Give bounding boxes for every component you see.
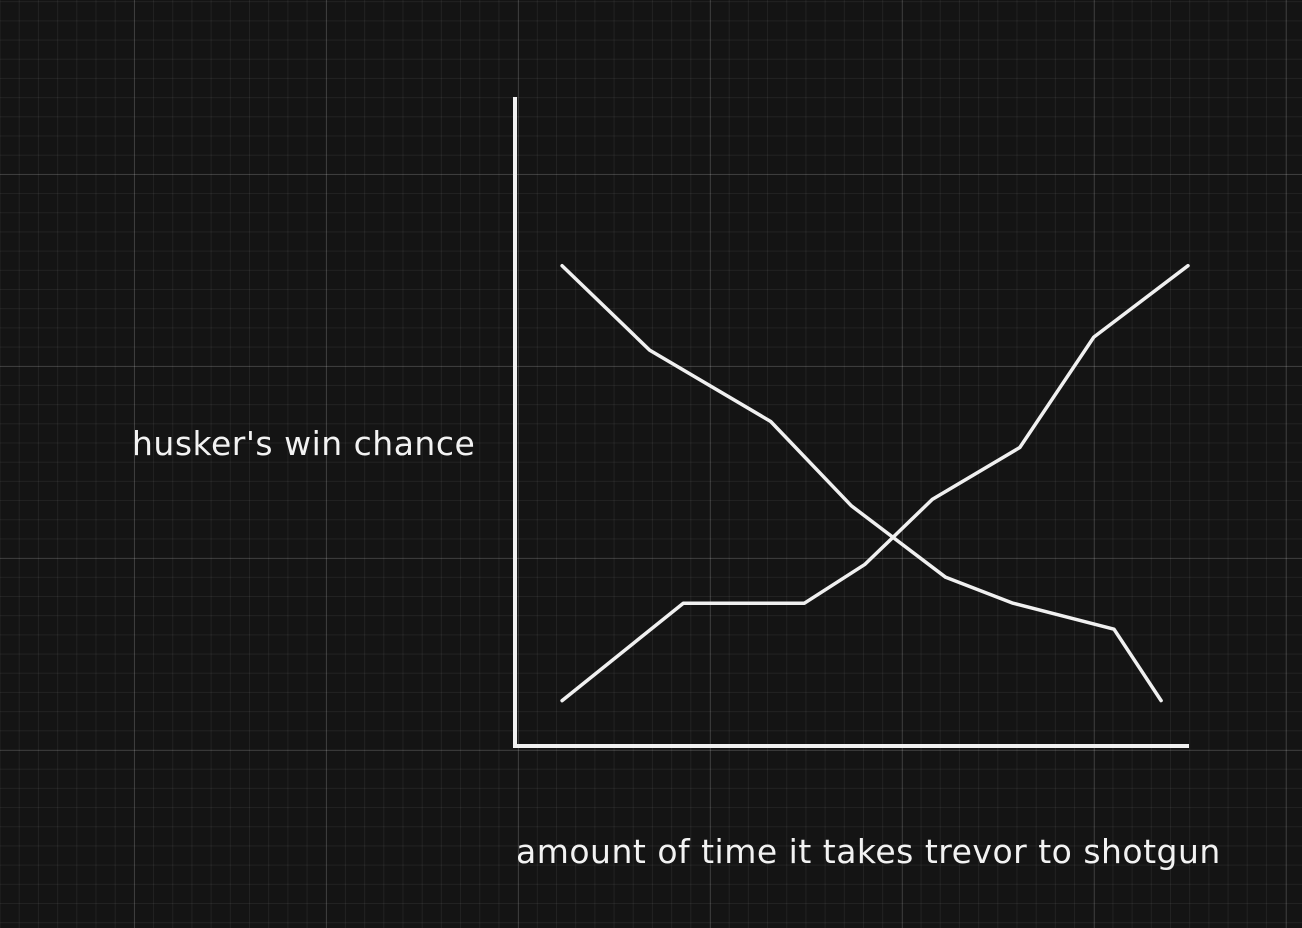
axes (513, 97, 1189, 748)
series-line-2 (560, 263, 1190, 703)
x-axis-label: amount of time it takes trevor to shotgu… (516, 832, 1221, 871)
y-axis-label: husker's win chance (132, 424, 476, 463)
series-layer (560, 263, 1190, 703)
series-line-1 (560, 263, 1163, 703)
